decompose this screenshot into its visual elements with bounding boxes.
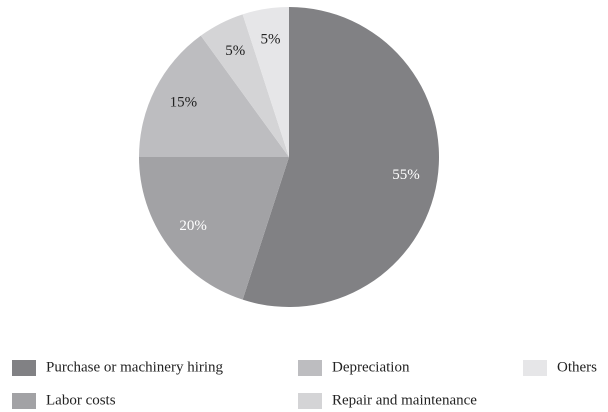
- legend-swatch: [298, 393, 322, 409]
- legend-swatch: [12, 393, 36, 409]
- legend-label: Purchase or machinery hiring: [46, 359, 224, 375]
- legend-swatch: [298, 360, 322, 376]
- slice-label: 5%: [260, 31, 280, 47]
- slice-label: 5%: [225, 43, 245, 59]
- legend-label: Repair and maintenance: [332, 392, 477, 408]
- legend-label: Labor costs: [46, 392, 116, 408]
- pie-slice: [139, 35, 289, 158]
- legend-swatch: [523, 360, 547, 376]
- slice-label: 15%: [170, 95, 198, 111]
- pie-slice: [139, 157, 289, 300]
- slice-label: 55%: [392, 167, 420, 183]
- pie-slice: [242, 7, 439, 307]
- pie-slice: [200, 14, 289, 157]
- slice-label: 20%: [179, 218, 207, 234]
- legend-swatch: [12, 360, 36, 376]
- pie-slice: [242, 7, 289, 157]
- legend-label: Depreciation: [332, 359, 410, 375]
- legend-label: Others: [557, 359, 597, 375]
